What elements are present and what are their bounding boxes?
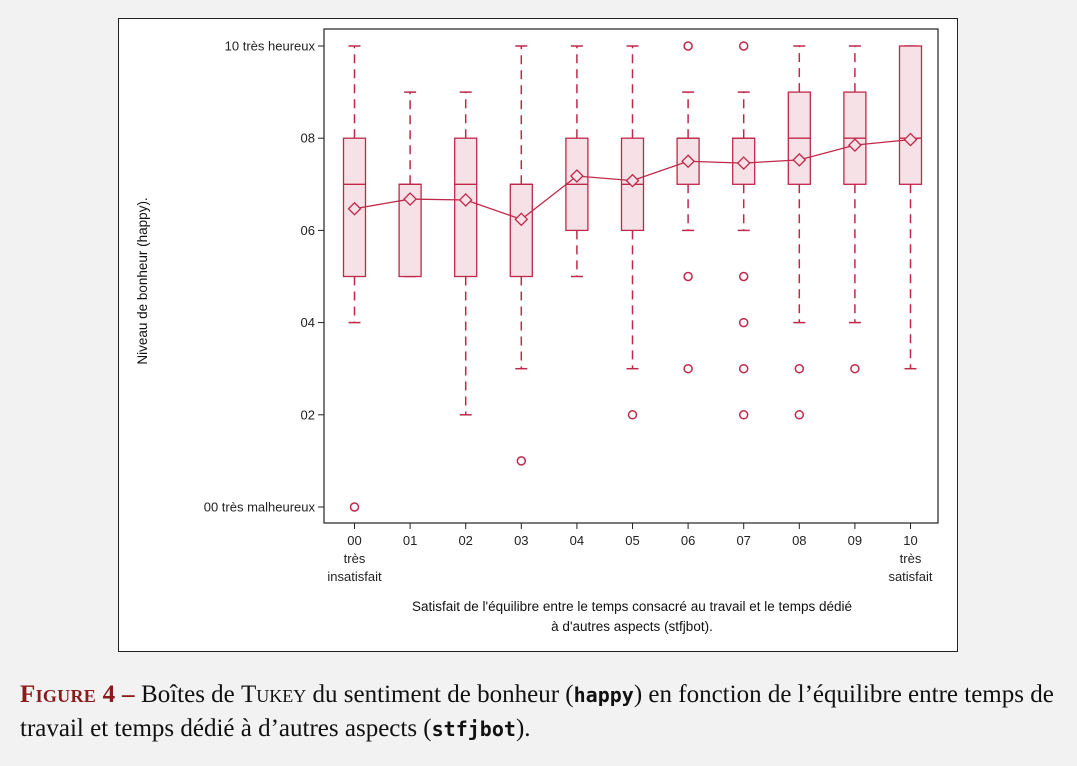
- box-group: [565, 45, 589, 278]
- y-tick-label: 06: [301, 223, 315, 238]
- outlier-point: [349, 502, 360, 512]
- mean-marker: [681, 154, 696, 169]
- box-group: [676, 41, 700, 374]
- outlier-point: [738, 317, 749, 328]
- outlier-point: [683, 363, 693, 374]
- mean-marker: [903, 132, 918, 147]
- x-axis-title-line-2: à d'autres aspects (stfjbot).: [551, 619, 713, 634]
- iqr-box: [454, 137, 478, 278]
- outlier-point: [738, 41, 749, 51]
- mean-marker: [569, 169, 584, 183]
- x-tick-label: 06: [681, 533, 695, 548]
- caption-tukey: Tukey: [241, 681, 307, 708]
- mean-marker: [847, 138, 862, 153]
- caption-text-4: ).: [515, 715, 531, 742]
- outlier-point: [738, 271, 749, 282]
- x-axis-title-line-1: Satisfait de l'équilibre entre le temps …: [412, 599, 852, 614]
- x-tick-label: 04: [570, 533, 584, 548]
- outlier-point: [794, 363, 805, 374]
- figure-caption: Figure 4 – Boîtes de Tukey du sentiment …: [20, 678, 1065, 746]
- mean-marker: [458, 193, 473, 207]
- outlier-point: [738, 410, 749, 420]
- caption-text-3: ) en fonction de l’équilibre entre temps…: [20, 681, 1054, 742]
- caption-text-1: Boîtes de: [134, 681, 242, 708]
- box-group: [398, 91, 422, 278]
- x-tick-label: 05: [625, 533, 639, 548]
- x-tick-label: 09: [848, 533, 862, 548]
- mean-marker: [625, 173, 640, 188]
- x-tick-label: 08: [792, 533, 806, 548]
- x-tick-label: 02: [458, 533, 472, 548]
- x-tick-label: très: [900, 551, 922, 566]
- y-tick-label: 08: [301, 131, 315, 146]
- caption-var-happy: happy: [573, 683, 634, 707]
- outlier-point: [794, 410, 805, 420]
- y-tick-label: 02: [301, 407, 315, 422]
- mean-marker: [792, 152, 807, 167]
- x-tick-label: 00: [347, 533, 361, 548]
- chart-axes: 10 très heureux 08 06 04 02 00 très malheureu…: [204, 39, 933, 585]
- x-tick-label: 01: [403, 533, 417, 548]
- chart-marks: [342, 41, 923, 512]
- mean-marker: [347, 201, 362, 216]
- outlier-point: [738, 363, 749, 374]
- box-group: [509, 45, 533, 466]
- box-group: [620, 45, 645, 420]
- box-group: [342, 45, 367, 512]
- x-tick-label: 10: [903, 533, 917, 548]
- mean-marker: [514, 212, 529, 227]
- outlier-point: [850, 363, 860, 374]
- y-tick-label: 10 très heureux: [225, 39, 316, 54]
- caption-text-2: du sentiment de bonheur (: [306, 681, 574, 708]
- plot-border: [323, 28, 939, 524]
- box-plot-chart: 10 très heureux 08 06 04 02 00 très malheureu…: [135, 28, 939, 634]
- box-group: [454, 91, 478, 416]
- outlier-point: [683, 41, 693, 51]
- caption-var-stfjbot: stfjbot: [431, 717, 516, 741]
- box-group: [787, 45, 811, 420]
- x-tick-label: 07: [736, 533, 750, 548]
- mean-marker: [736, 156, 751, 171]
- iqr-box: [509, 183, 533, 278]
- x-tick-label: satisfait: [888, 569, 932, 584]
- box-group: [898, 45, 923, 370]
- mean-marker: [403, 192, 418, 206]
- outlier-point: [516, 456, 527, 466]
- x-tick-label: 03: [514, 533, 528, 548]
- figure-frame: 10 très heureux 08 06 04 02 00 très malheureu…: [118, 18, 958, 652]
- y-axis-title: Niveau de bonheur (happy).: [135, 197, 150, 364]
- outlier-point: [683, 271, 693, 282]
- figure-number: Figure 4 –: [20, 681, 135, 708]
- iqr-box: [898, 45, 923, 185]
- plot-area: [323, 28, 939, 524]
- y-tick-label: 00 très malheureux: [204, 500, 316, 515]
- box-group: [843, 45, 867, 374]
- y-tick-label: 04: [301, 315, 315, 330]
- outlier-point: [627, 410, 638, 420]
- x-tick-label: très: [344, 551, 366, 566]
- box-group: [732, 41, 756, 420]
- x-tick-label: insatisfait: [327, 569, 382, 584]
